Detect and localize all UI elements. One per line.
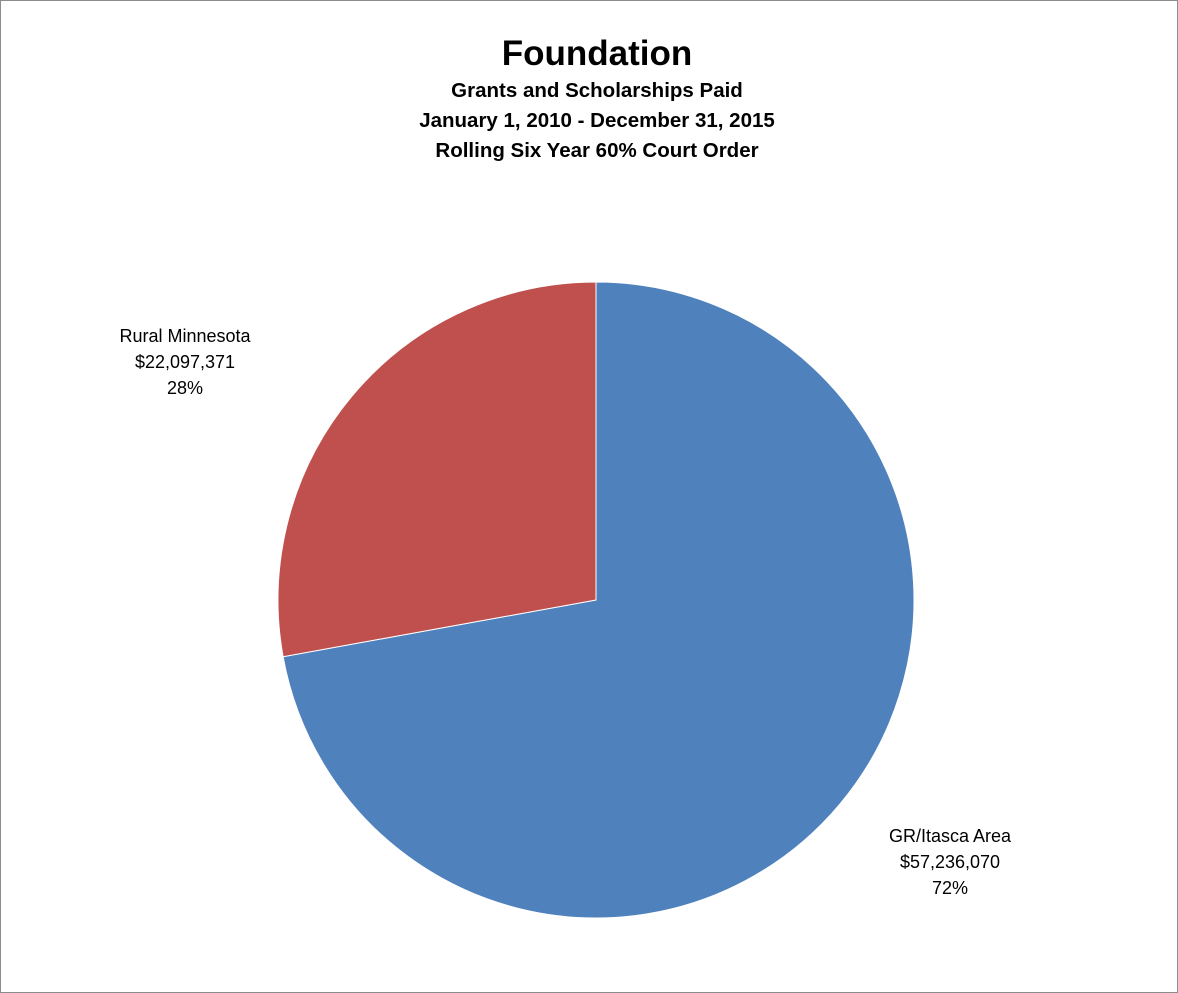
- data-label-gr-itasca-area-value: $57,236,070: [899, 852, 1001, 872]
- data-label-rural-minnesota: Rural Minnesota $22,097,371 28%: [85, 323, 285, 401]
- data-label-gr-itasca-area-percent: 72%: [931, 878, 969, 898]
- pie-slice-gr-itasca-area: [282, 281, 915, 919]
- chart-subtitle-line-1: Grants and Scholarships Paid: [451, 79, 743, 102]
- chart-title: Foundation: [501, 34, 693, 73]
- chart-title-block: Foundation Grants and Scholarships Paid …: [0, 32, 1178, 166]
- data-label-rural-minnesota-value: $22,097,371: [134, 352, 236, 372]
- data-label-rural-minnesota-percent: 28%: [166, 378, 204, 398]
- data-label-gr-itasca-area: GR/Itasca Area $57,236,070 72%: [850, 823, 1050, 901]
- chart-subtitle-line-3: Rolling Six Year 60% Court Order: [435, 139, 759, 162]
- chart-subtitle-line-2: January 1, 2010 - December 31, 2015: [419, 109, 775, 132]
- pie-slice-rural-minnesota: [277, 281, 597, 658]
- data-label-gr-itasca-area-name: GR/Itasca Area: [888, 826, 1012, 846]
- data-label-rural-minnesota-name: Rural Minnesota: [119, 326, 251, 346]
